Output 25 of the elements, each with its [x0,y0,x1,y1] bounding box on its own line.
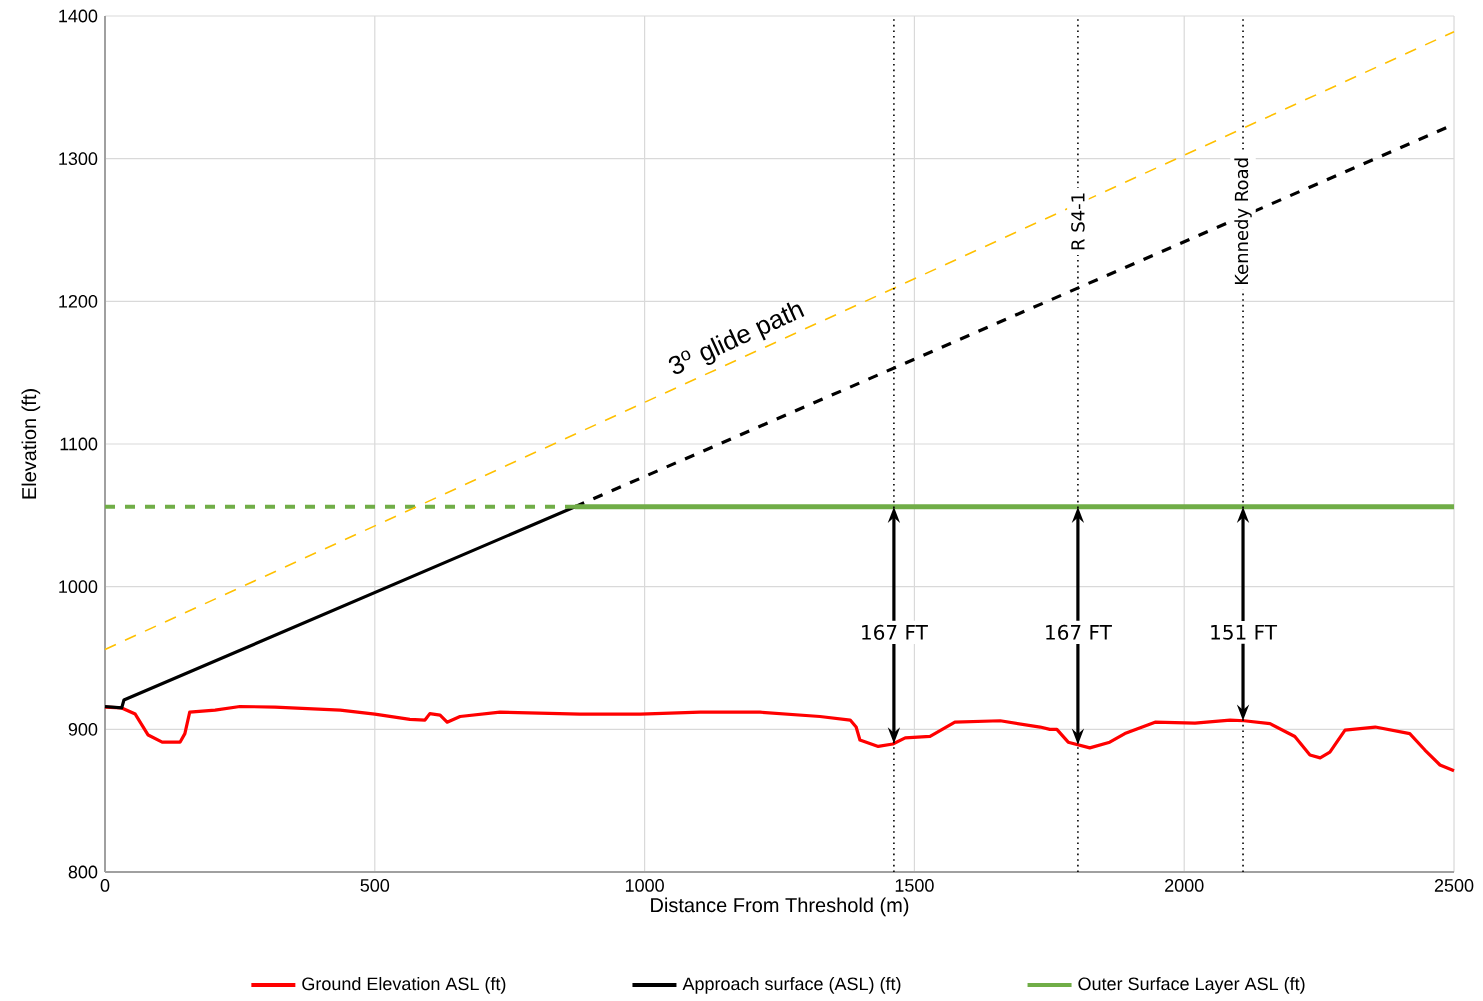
y-tick-label: 1400 [59,9,98,23]
ref-line-label: R S4-1 [1071,193,1085,250]
legend-label: Ground Elevation ASL (ft) [302,976,506,994]
y-tick-label: 1000 [59,580,98,594]
y-tick-label: 800 [68,865,98,879]
x-tick-label: 500 [360,879,390,892]
y-tick-label: 900 [68,722,98,736]
ref-line-label: Kennedy Road [1234,158,1252,285]
y-axis-title: Elevation (ft) [21,389,41,499]
annotation: 151 FT [1211,624,1278,640]
legend-label: Outer Surface Layer ASL (ft) [1078,976,1305,994]
x-axis-title: Distance From Threshold (m) [651,897,909,917]
x-tick-label: 2000 [1165,879,1204,892]
legend-label: Approach surface (ASL) (ft) [682,976,901,994]
x-tick-label: 0 [100,879,110,892]
annotation: 167 FT [1046,624,1112,640]
y-tick-label: 1200 [59,294,98,308]
y-tick-label: 1300 [59,152,98,166]
annotation: 3$^{o}$ glide path [668,302,805,374]
x-tick-label: 2500 [1434,879,1474,892]
x-tick-label: 1500 [895,879,934,892]
line-series [103,704,1456,773]
annotation: 167 FT [862,624,928,640]
y-tick-label: 1100 [60,437,98,451]
x-tick-label: 1000 [625,879,664,892]
